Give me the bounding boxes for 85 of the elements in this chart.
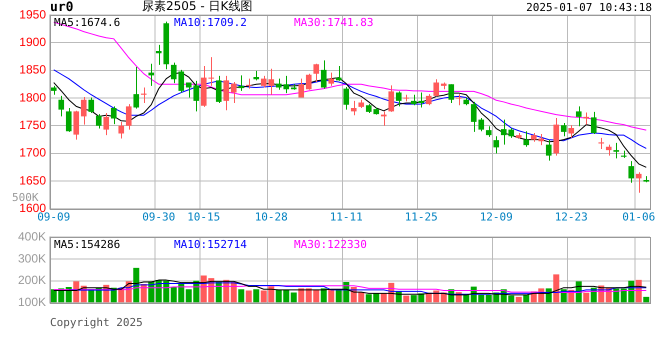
candlestick (298, 78, 304, 98)
candlestick (590, 111, 597, 135)
candlestick (448, 84, 454, 104)
x-tick-label: 10-28 (254, 210, 288, 224)
x-tick-label: 11-11 (330, 210, 363, 224)
candlestick (178, 69, 184, 94)
candlestick (500, 119, 507, 146)
candlestick (328, 72, 334, 86)
candlestick (73, 110, 80, 140)
candlestick (208, 56, 214, 86)
candlestick (118, 121, 124, 139)
x-tick-label: 12-23 (554, 210, 588, 224)
candlestick (246, 78, 252, 90)
candlestick (223, 75, 230, 111)
candlestick (193, 80, 200, 112)
candlestick (523, 130, 530, 148)
y-tick-label: 200K (18, 273, 46, 288)
x-tick-label: 10-15 (187, 210, 220, 224)
x-tick-label: 12-09 (480, 210, 513, 224)
candlestick (560, 122, 567, 137)
y-tick-label: 1650 (19, 173, 46, 188)
y-tick-label: 1950 (19, 7, 46, 22)
candlestick (508, 127, 514, 138)
y-tick-label: 1850 (19, 62, 46, 77)
candlestick (148, 63, 154, 86)
candlestick (58, 95, 64, 117)
x-tick-label: 11-25 (404, 210, 438, 224)
candlestick (126, 104, 132, 130)
candlestick (306, 73, 312, 90)
candlestick (96, 114, 102, 130)
candlestick (230, 82, 237, 104)
candlestick (478, 117, 484, 132)
candlestick (486, 126, 492, 138)
candlestick (313, 63, 320, 82)
candlestick (343, 86, 350, 110)
candlestick (186, 82, 192, 98)
y-tick-label: 1900 (19, 35, 46, 49)
y-tick-label: 1800 (19, 90, 46, 104)
candlestick (216, 75, 222, 104)
text: MA5:1674.6 (54, 16, 120, 29)
y-tick-label: 1750 (19, 118, 46, 132)
candlestick (396, 90, 402, 107)
candlestick (276, 78, 282, 90)
candlestick (546, 139, 552, 162)
candlestick (568, 124, 574, 138)
text: MA30:122330 (294, 238, 367, 252)
candlestick (636, 172, 642, 194)
candlestick (493, 136, 500, 154)
annotation: ur0 (50, 0, 74, 15)
candlestick (103, 112, 110, 136)
text: Copyright 2025 (50, 316, 143, 329)
candlestick (576, 106, 582, 127)
candlestick (80, 96, 87, 126)
candlestick (426, 94, 432, 106)
y-tick-label: 400K (18, 230, 46, 244)
y-tick-label: 100K (18, 295, 46, 310)
candlestick (260, 75, 267, 88)
candlestick (456, 94, 462, 106)
candlestick (283, 75, 290, 94)
text: 500K (12, 191, 38, 204)
candlestick (628, 160, 634, 184)
chart-subtitle: 2025-01-07 10:43:18 (526, 1, 652, 14)
text: MA10:152714 (174, 238, 247, 252)
candlestick (133, 66, 140, 110)
candlestick (320, 60, 327, 90)
candlestick (388, 84, 394, 112)
text: MA5:154286 (54, 238, 120, 252)
candlestick (433, 78, 440, 97)
y-tick-label: 300K (18, 251, 46, 266)
text: MA10:1709.2 (174, 16, 247, 29)
text: MA30:1741.83 (294, 16, 374, 29)
candlestick (88, 97, 94, 114)
candlestick (613, 142, 620, 159)
x-tick-label: 09-30 (142, 210, 176, 224)
candlestick (470, 101, 477, 132)
candlestick (110, 106, 117, 125)
candlestick (336, 65, 342, 82)
y-tick-label: 1700 (19, 146, 46, 160)
chart-title: 尿素2505 - 日K线图 (142, 0, 252, 13)
candlestick (66, 108, 72, 132)
candlestick (268, 68, 274, 96)
candlestick (350, 100, 357, 116)
x-tick-label: 01-06 (622, 210, 656, 224)
candlestick (170, 62, 177, 84)
candlestick (380, 110, 387, 126)
